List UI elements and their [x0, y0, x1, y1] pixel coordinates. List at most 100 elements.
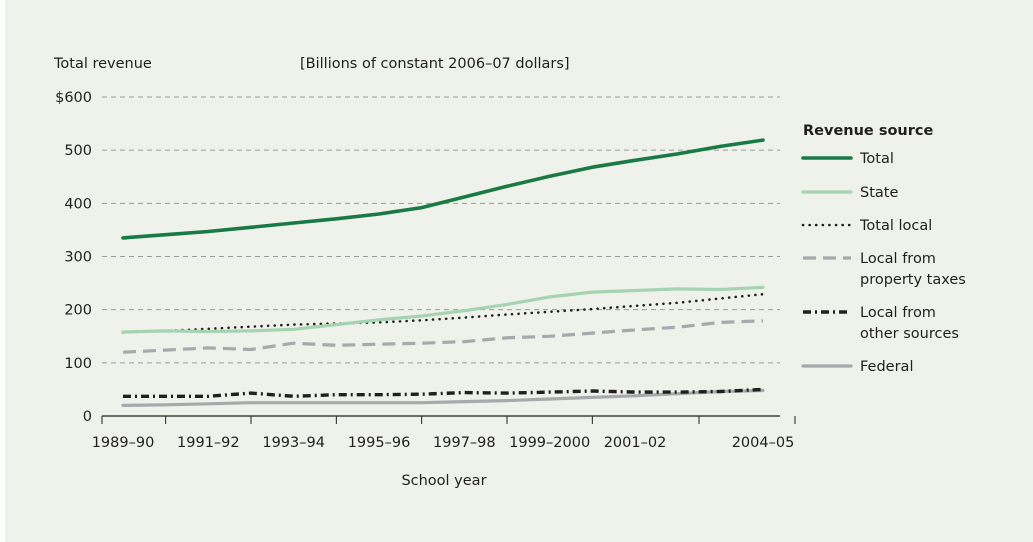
data-point [335, 217, 339, 221]
data-point [164, 329, 168, 333]
legend-label: Total [859, 151, 894, 167]
data-point [505, 303, 509, 307]
chart-subtitle: [Billions of constant 2006–07 dollars] [300, 56, 570, 72]
data-point [463, 316, 467, 320]
data-point [676, 390, 680, 394]
data-point [676, 325, 680, 329]
data-point [121, 330, 125, 334]
x-tick-label: 1997–98 [433, 435, 496, 451]
data-point [249, 348, 253, 352]
data-point [335, 323, 339, 327]
data-point [548, 390, 552, 394]
data-point [292, 341, 296, 345]
data-point [548, 397, 552, 401]
data-point [292, 401, 296, 405]
data-point [377, 401, 381, 405]
data-point [420, 392, 424, 396]
data-point [548, 334, 552, 338]
chart-panel [5, 0, 1033, 542]
data-point [164, 233, 168, 237]
x-tick-label: 1999–2000 [509, 435, 590, 451]
y-tick-label: 0 [83, 409, 92, 425]
data-point [633, 394, 637, 398]
data-point [676, 301, 680, 305]
data-point [249, 391, 253, 395]
data-point [377, 212, 381, 216]
data-point [207, 395, 211, 399]
data-point [548, 174, 552, 178]
data-point [591, 290, 595, 294]
legend-title: Revenue source [803, 123, 933, 139]
gridlines [102, 96, 780, 364]
data-point [761, 286, 765, 290]
x-tick-label: 1989–90 [92, 435, 155, 451]
data-point [463, 340, 467, 344]
data-point [335, 401, 339, 405]
data-point [121, 404, 125, 408]
data-point [633, 304, 637, 308]
data-point [505, 399, 509, 403]
data-point [761, 292, 765, 296]
data-point [548, 310, 552, 314]
data-point [249, 401, 253, 405]
data-point [548, 295, 552, 299]
data-point [719, 145, 723, 149]
data-point [335, 343, 339, 347]
y-tick-labels: $600 500 400 300 200 100 0 [55, 90, 92, 425]
data-point [121, 395, 125, 399]
data-point [505, 313, 509, 317]
data-point [591, 165, 595, 169]
legend-label: Local from other sources [860, 305, 959, 342]
data-point [249, 329, 253, 333]
data-point [121, 350, 125, 354]
data-point [164, 395, 168, 399]
data-point [719, 288, 723, 292]
x-tick-label: 2001–02 [604, 435, 667, 451]
data-point [207, 402, 211, 406]
data-point [292, 323, 296, 327]
data-point [719, 321, 723, 325]
series-line-total-local [121, 292, 765, 334]
data-point [335, 393, 339, 397]
data-point [463, 309, 467, 313]
y-tick-label: 500 [64, 143, 92, 159]
data-point [249, 225, 253, 229]
y-axis-label: Total revenue [53, 56, 152, 72]
data-point [761, 388, 765, 392]
y-tick-label: $600 [55, 90, 92, 106]
series-line-local-from-property-taxes [122, 319, 764, 354]
data-point [463, 195, 467, 199]
data-point [719, 390, 723, 394]
data-point [633, 158, 637, 162]
data-point [633, 289, 637, 293]
series-line-total [121, 138, 765, 240]
legend-label: State [860, 185, 898, 201]
y-tick-label: 100 [64, 356, 92, 372]
legend-label: Federal [860, 359, 913, 375]
data-point [420, 206, 424, 210]
y-tick-label: 400 [64, 196, 92, 212]
legend-label: Total local [859, 218, 932, 234]
x-axis: 1989–90 1991–92 1993–94 1995–96 1997–98 1999–… [92, 415, 796, 451]
data-point [420, 401, 424, 405]
data-point [420, 341, 424, 345]
data-point [676, 287, 680, 291]
data-point [591, 389, 595, 393]
y-tick-label: 300 [64, 250, 92, 266]
data-point [633, 328, 637, 332]
data-point [121, 236, 125, 240]
x-tick-label: 1995–96 [348, 435, 411, 451]
data-point [719, 297, 723, 301]
data-point [207, 330, 211, 334]
data-point [164, 403, 168, 407]
data-point [420, 314, 424, 318]
data-point [633, 390, 637, 394]
x-axis-label: School year [401, 473, 486, 489]
series-line-state [121, 285, 765, 334]
data-point [207, 346, 211, 350]
data-point [505, 185, 509, 189]
data-point [591, 331, 595, 335]
data-point [591, 396, 595, 400]
data-point [505, 336, 509, 340]
